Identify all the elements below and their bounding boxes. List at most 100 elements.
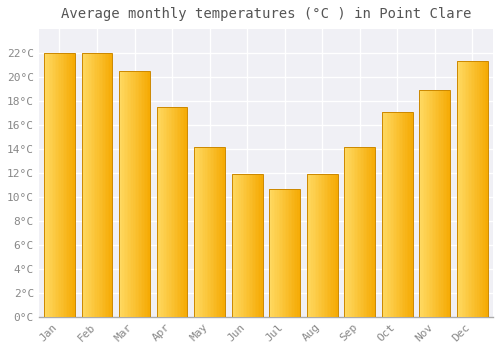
Bar <box>288 189 290 317</box>
Bar <box>447 90 448 317</box>
Bar <box>432 90 434 317</box>
Bar <box>476 62 477 317</box>
Bar <box>248 174 250 317</box>
Bar <box>384 112 385 317</box>
Bar <box>385 112 386 317</box>
Bar <box>350 147 352 317</box>
Bar <box>138 71 139 317</box>
Bar <box>44 53 46 317</box>
Bar <box>134 71 136 317</box>
Bar <box>352 147 354 317</box>
Bar <box>186 107 188 317</box>
Bar <box>272 189 274 317</box>
Bar <box>66 53 67 317</box>
Bar <box>204 147 205 317</box>
Bar <box>446 90 447 317</box>
Bar <box>308 174 310 317</box>
Bar <box>220 147 222 317</box>
Bar <box>261 174 262 317</box>
Bar <box>62 53 64 317</box>
Bar <box>382 112 412 317</box>
Bar <box>120 71 122 317</box>
Bar <box>435 90 436 317</box>
Bar <box>296 189 297 317</box>
Bar <box>444 90 446 317</box>
Bar <box>102 53 103 317</box>
Bar <box>98 53 100 317</box>
Bar <box>50 53 52 317</box>
Bar <box>410 112 411 317</box>
Bar <box>405 112 406 317</box>
Bar <box>172 107 174 317</box>
Bar <box>320 174 322 317</box>
Bar <box>284 189 286 317</box>
Bar <box>294 189 296 317</box>
Bar <box>208 147 210 317</box>
Bar <box>260 174 261 317</box>
Bar <box>328 174 330 317</box>
Bar <box>466 62 468 317</box>
Bar <box>334 174 336 317</box>
Bar <box>67 53 68 317</box>
Bar <box>255 174 256 317</box>
Bar <box>333 174 334 317</box>
Bar <box>370 147 372 317</box>
Bar <box>224 147 225 317</box>
Bar <box>448 90 450 317</box>
Bar <box>100 53 102 317</box>
Bar <box>388 112 390 317</box>
Bar <box>316 174 318 317</box>
Bar <box>74 53 75 317</box>
Bar <box>314 174 316 317</box>
Bar <box>211 147 212 317</box>
Bar <box>391 112 392 317</box>
Bar <box>54 53 55 317</box>
Bar <box>82 53 112 317</box>
Bar <box>90 53 91 317</box>
Bar <box>110 53 111 317</box>
Bar <box>442 90 444 317</box>
Bar <box>164 107 166 317</box>
Bar <box>420 90 450 317</box>
Bar <box>480 62 482 317</box>
Bar <box>344 147 346 317</box>
Bar <box>132 71 133 317</box>
Bar <box>246 174 247 317</box>
Bar <box>175 107 176 317</box>
Bar <box>202 147 203 317</box>
Bar <box>72 53 74 317</box>
Bar <box>218 147 219 317</box>
Bar <box>356 147 358 317</box>
Bar <box>158 107 160 317</box>
Bar <box>394 112 396 317</box>
Bar <box>396 112 398 317</box>
Bar <box>198 147 199 317</box>
Bar <box>156 107 188 317</box>
Bar <box>68 53 70 317</box>
Bar <box>236 174 238 317</box>
Bar <box>64 53 66 317</box>
Bar <box>170 107 172 317</box>
Bar <box>354 147 355 317</box>
Bar <box>283 189 284 317</box>
Bar <box>119 71 150 317</box>
Bar <box>96 53 97 317</box>
Bar <box>210 147 211 317</box>
Bar <box>322 174 324 317</box>
Bar <box>486 62 488 317</box>
Bar <box>277 189 278 317</box>
Bar <box>477 62 478 317</box>
Bar <box>254 174 255 317</box>
Bar <box>398 112 399 317</box>
Bar <box>404 112 405 317</box>
Bar <box>276 189 277 317</box>
Bar <box>258 174 260 317</box>
Bar <box>462 62 463 317</box>
Bar <box>146 71 147 317</box>
Bar <box>336 174 338 317</box>
Bar <box>282 189 283 317</box>
Bar <box>291 189 292 317</box>
Bar <box>386 112 388 317</box>
Bar <box>97 53 98 317</box>
Bar <box>470 62 471 317</box>
